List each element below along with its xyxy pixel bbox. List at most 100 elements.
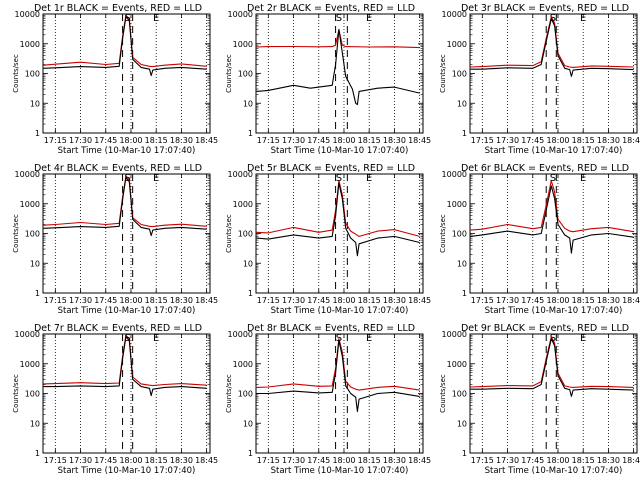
x-tick-label: 17:45 (94, 456, 117, 465)
x-tick-label: 18:15 (358, 136, 381, 145)
x-tick-label: 17:30 (69, 296, 92, 305)
start-marker: S (336, 333, 342, 344)
x-tick-label: 18:30 (383, 296, 406, 305)
end-marker: E (366, 333, 372, 344)
x-tick-label: 17:15 (44, 296, 67, 305)
y-axis-title: Counts/sec (439, 374, 447, 413)
y-tick-label: 10000 (15, 170, 40, 179)
x-tick-label: 18:30 (383, 136, 406, 145)
x-tick-label: 18:15 (572, 136, 595, 145)
x-tick-label: 17:30 (69, 136, 92, 145)
plot-frame (255, 13, 424, 134)
x-tick-label: 17:15 (471, 136, 494, 145)
series-line-events (470, 185, 634, 254)
y-tick-label: 10000 (228, 10, 253, 19)
x-tick-label: 17:30 (282, 296, 305, 305)
x-tick-label: 18:30 (170, 456, 193, 465)
y-axis-title: Counts/sec (225, 374, 233, 413)
y-tick-label: 10000 (442, 10, 467, 19)
x-tick-label: 17:45 (94, 136, 117, 145)
series-line-lld (256, 180, 420, 237)
plot-frame (42, 173, 211, 294)
y-tick-label: 10000 (228, 170, 253, 179)
series-line-events (256, 340, 420, 412)
end-marker: E (580, 13, 586, 24)
start-marker: S (550, 173, 556, 184)
x-tick-label: 17:15 (257, 456, 280, 465)
x-axis-title: Start Time (10-Mar-10 17:07:40) (58, 466, 196, 476)
x-tick-label: 18:15 (572, 456, 595, 465)
y-tick-label: 100 (238, 390, 253, 399)
x-tick-label: 18:00 (546, 136, 569, 145)
y-tick-label: 100 (238, 230, 253, 239)
y-tick-label: 1 (35, 129, 40, 138)
y-tick-label: 1000 (447, 40, 467, 49)
start-marker: S (550, 333, 556, 344)
x-tick-label: 17:45 (307, 296, 330, 305)
x-tick-label: 18:45 (195, 296, 218, 305)
y-axis-title: Counts/sec (12, 214, 20, 253)
x-axis-title: Start Time (10-Mar-10 17:07:40) (271, 466, 409, 476)
x-tick-label: 17:45 (521, 136, 544, 145)
y-tick-label: 100 (25, 390, 40, 399)
end-marker: E (366, 13, 372, 24)
x-tick-label: 17:45 (521, 456, 544, 465)
panel-title: Det 9r BLACK = Events, RED = LLD (461, 323, 629, 334)
panel-title: Det 8r BLACK = Events, RED = LLD (247, 323, 415, 334)
y-tick-label: 1000 (233, 40, 253, 49)
panel-det-6: Det 6r BLACK = Events, RED = LLD 17:15 17:… (439, 163, 640, 316)
x-tick-label: 18:45 (408, 136, 431, 145)
x-axis-title: Start Time (10-Mar-10 17:07:40) (485, 466, 623, 476)
plot-frame (469, 333, 638, 454)
x-tick-label: 17:30 (69, 456, 92, 465)
y-tick-label: 1 (35, 449, 40, 458)
x-tick-label: 18:45 (622, 296, 640, 305)
y-tick-label: 1000 (20, 360, 40, 369)
x-tick-label: 18:15 (145, 296, 168, 305)
y-tick-label: 1 (462, 289, 467, 298)
x-tick-label: 17:15 (471, 296, 494, 305)
end-marker: E (153, 13, 159, 24)
plot-frame (42, 13, 211, 134)
series-line-events (256, 29, 420, 106)
panel-title: Det 6r BLACK = Events, RED = LLD (461, 163, 629, 174)
y-axis-title: Counts/sec (12, 54, 20, 93)
end-marker: E (580, 333, 586, 344)
x-tick-label: 18:00 (332, 136, 355, 145)
x-tick-label: 18:30 (597, 296, 620, 305)
y-tick-label: 1000 (20, 40, 40, 49)
x-axis-title: Start Time (10-Mar-10 17:07:40) (271, 306, 409, 316)
y-tick-label: 1 (35, 289, 40, 298)
start-marker: S (124, 13, 130, 24)
x-axis-title: Start Time (10-Mar-10 17:07:40) (485, 306, 623, 316)
x-tick-label: 18:30 (597, 456, 620, 465)
y-tick-label: 10 (30, 259, 40, 268)
x-tick-label: 17:30 (496, 296, 519, 305)
x-axis-title: Start Time (10-Mar-10 17:07:40) (58, 306, 196, 316)
y-tick-label: 10 (457, 99, 467, 108)
panel-title: Det 3r BLACK = Events, RED = LLD (461, 3, 629, 14)
x-tick-label: 17:15 (257, 296, 280, 305)
x-tick-label: 18:45 (408, 296, 431, 305)
y-tick-label: 10 (30, 419, 40, 428)
x-tick-label: 17:30 (496, 456, 519, 465)
y-tick-label: 10 (457, 259, 467, 268)
x-tick-label: 18:00 (119, 296, 142, 305)
x-tick-label: 18:45 (195, 456, 218, 465)
series-line-events (470, 338, 634, 397)
series-line-lld (470, 336, 634, 388)
panel-title: Det 4r BLACK = Events, RED = LLD (34, 163, 202, 174)
x-tick-label: 18:30 (597, 136, 620, 145)
series-line-lld (256, 338, 420, 391)
y-tick-label: 100 (452, 70, 467, 79)
x-tick-label: 18:30 (170, 296, 193, 305)
y-axis-title: Counts/sec (439, 54, 447, 93)
y-tick-label: 1 (248, 449, 253, 458)
x-tick-label: 17:45 (94, 296, 117, 305)
series-line-lld (43, 175, 207, 228)
x-axis-title: Start Time (10-Mar-10 17:07:40) (271, 146, 409, 156)
